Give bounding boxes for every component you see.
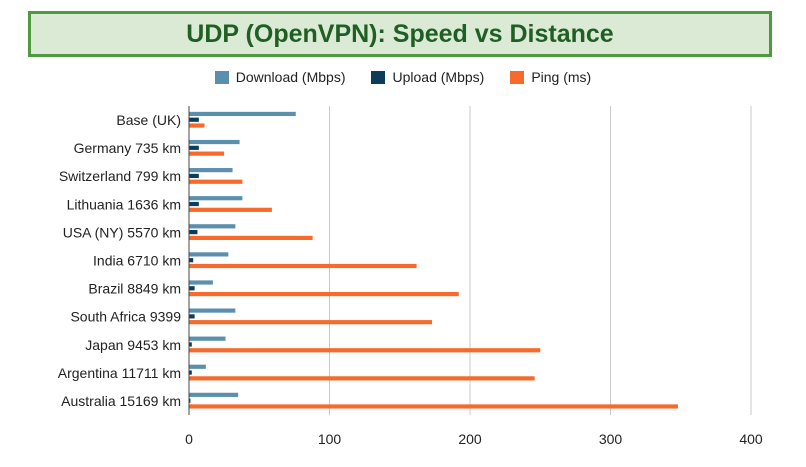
bar-s2-c5 [189, 263, 417, 269]
legend-swatch-ping [510, 70, 525, 84]
bar-s0-c3 [189, 196, 243, 201]
bar-s1-c3 [189, 201, 199, 207]
bar-s1-c8 [189, 342, 192, 347]
bar-s0-c0 [189, 111, 296, 117]
bar-s2-c0 [189, 123, 205, 128]
chart-legend: Download (Mbps) Upload (Mbps) Ping (ms) [0, 69, 806, 85]
bar-s0-c6 [189, 280, 213, 285]
legend-swatch-upload [371, 70, 386, 84]
bar-s0-c8 [189, 336, 226, 341]
x-tick-label-0: 0 [185, 431, 193, 447]
bar-s2-c8 [189, 348, 541, 353]
chart-title: UDP (OpenVPN): Speed vs Distance [186, 19, 614, 48]
bar-s1-c2 [189, 173, 199, 179]
bar-s1-c7 [189, 314, 195, 319]
legend-item-download: Download (Mbps) [214, 69, 346, 85]
bar-s2-c7 [189, 320, 433, 325]
bar-s2-c9 [189, 376, 535, 381]
category-label-6: Brazil 8849 km [88, 281, 181, 297]
legend-item-upload: Upload (Mbps) [371, 69, 484, 85]
category-label-1: Germany 735 km [74, 140, 181, 156]
bar-s1-c5 [189, 258, 194, 263]
legend-label-download: Download (Mbps) [235, 69, 346, 85]
bar-s1-c6 [189, 286, 195, 291]
category-label-5: India 6710 km [93, 253, 181, 269]
bar-s2-c1 [189, 151, 225, 156]
category-label-4: USA (NY) 5570 km [63, 224, 181, 240]
bar-s0-c10 [189, 392, 239, 397]
bar-s2-c3 [189, 207, 272, 212]
legend-swatch-download [214, 70, 229, 84]
bar-s0-c9 [189, 364, 206, 369]
category-label-7: South Africa 9399 [70, 309, 181, 325]
x-tick-label-1: 100 [318, 431, 342, 447]
category-label-10: Australia 15169 km [61, 393, 181, 409]
bar-s1-c9 [189, 370, 192, 375]
bar-s2-c2 [189, 179, 243, 184]
bar-s0-c1 [189, 139, 240, 145]
category-label-3: Lithuania 1636 km [67, 196, 181, 212]
legend-label-ping: Ping (ms) [531, 69, 592, 85]
x-tick-label-4: 400 [739, 431, 763, 447]
category-label-0: Base (UK) [116, 112, 181, 128]
x-tick-label-2: 200 [458, 431, 482, 447]
category-label-9: Argentina 11711 km [58, 365, 181, 381]
bar-s1-c4 [189, 230, 198, 235]
bar-s0-c7 [189, 308, 236, 313]
category-label-8: Japan 9453 km [85, 337, 181, 353]
category-label-2: Switzerland 799 km [59, 168, 181, 184]
bar-s2-c10 [189, 404, 678, 409]
bar-s0-c5 [189, 252, 229, 257]
bar-s2-c6 [189, 291, 459, 297]
bar-s2-c4 [189, 235, 313, 241]
bar-s1-c10 [189, 398, 191, 403]
bar-s1-c0 [189, 117, 199, 122]
legend-label-upload: Upload (Mbps) [392, 69, 485, 85]
bar-s1-c1 [189, 145, 199, 150]
bar-s0-c2 [189, 168, 233, 173]
legend-item-ping: Ping (ms) [510, 69, 591, 85]
x-tick-label-3: 300 [599, 431, 623, 447]
chart-title-box: UDP (OpenVPN): Speed vs Distance [28, 11, 772, 57]
bar-s0-c4 [189, 224, 236, 229]
